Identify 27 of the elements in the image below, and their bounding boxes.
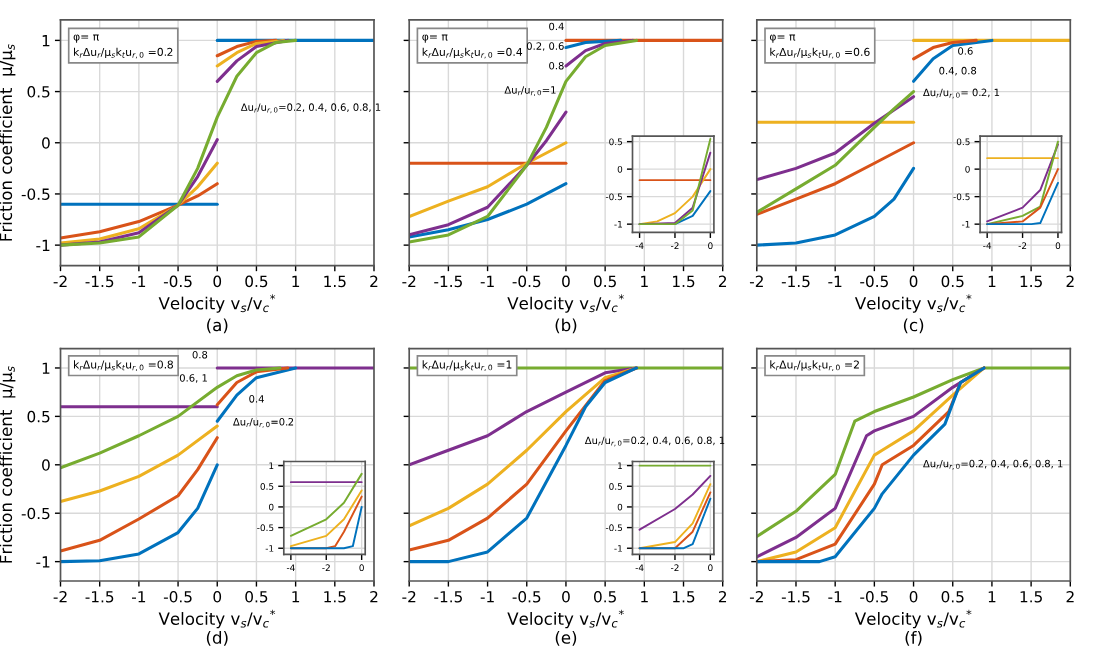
line-series bbox=[60, 463, 219, 564]
x-axis-title: Velocity v$_{s}$/v$_{c}$$^{*}$ bbox=[158, 294, 276, 313]
line-series bbox=[60, 182, 219, 240]
x-axis-title: Velocity v$_{s}$/v$_{c}$$^{*}$ bbox=[158, 609, 276, 629]
line-series bbox=[215, 38, 278, 58]
y-axis-title: Friction coefficient μ/μ$_{s}$ bbox=[0, 366, 16, 563]
text: (b) bbox=[555, 318, 577, 334]
line-series bbox=[638, 474, 712, 531]
line-series bbox=[60, 161, 219, 245]
text: (d) bbox=[206, 630, 228, 646]
line-series bbox=[60, 424, 219, 504]
line-series bbox=[215, 366, 290, 407]
text: (c) bbox=[903, 318, 924, 334]
line-series bbox=[289, 472, 363, 537]
text: (e) bbox=[555, 630, 577, 646]
x-axis-title: Velocity v$_{s}$/v$_{c}$$^{*}$ bbox=[854, 294, 972, 313]
x-axis-title: Velocity v$_{s}$/v$_{c}$$^{*}$ bbox=[854, 609, 972, 629]
x-axis-title: Velocity v$_{s}$/v$_{c}$$^{*}$ bbox=[507, 609, 624, 629]
x-axis-title: Velocity v$_{s}$/v$_{c}$$^{*}$ bbox=[507, 294, 624, 313]
y-axis-title: Friction coefficient μ/μ$_{s}$ bbox=[0, 44, 16, 241]
line-series bbox=[638, 168, 712, 226]
line-series bbox=[215, 38, 286, 68]
text: (f) bbox=[905, 630, 922, 646]
line-series bbox=[215, 38, 290, 83]
text: (a) bbox=[207, 318, 228, 334]
line-series bbox=[215, 366, 298, 423]
line-series bbox=[60, 436, 219, 553]
